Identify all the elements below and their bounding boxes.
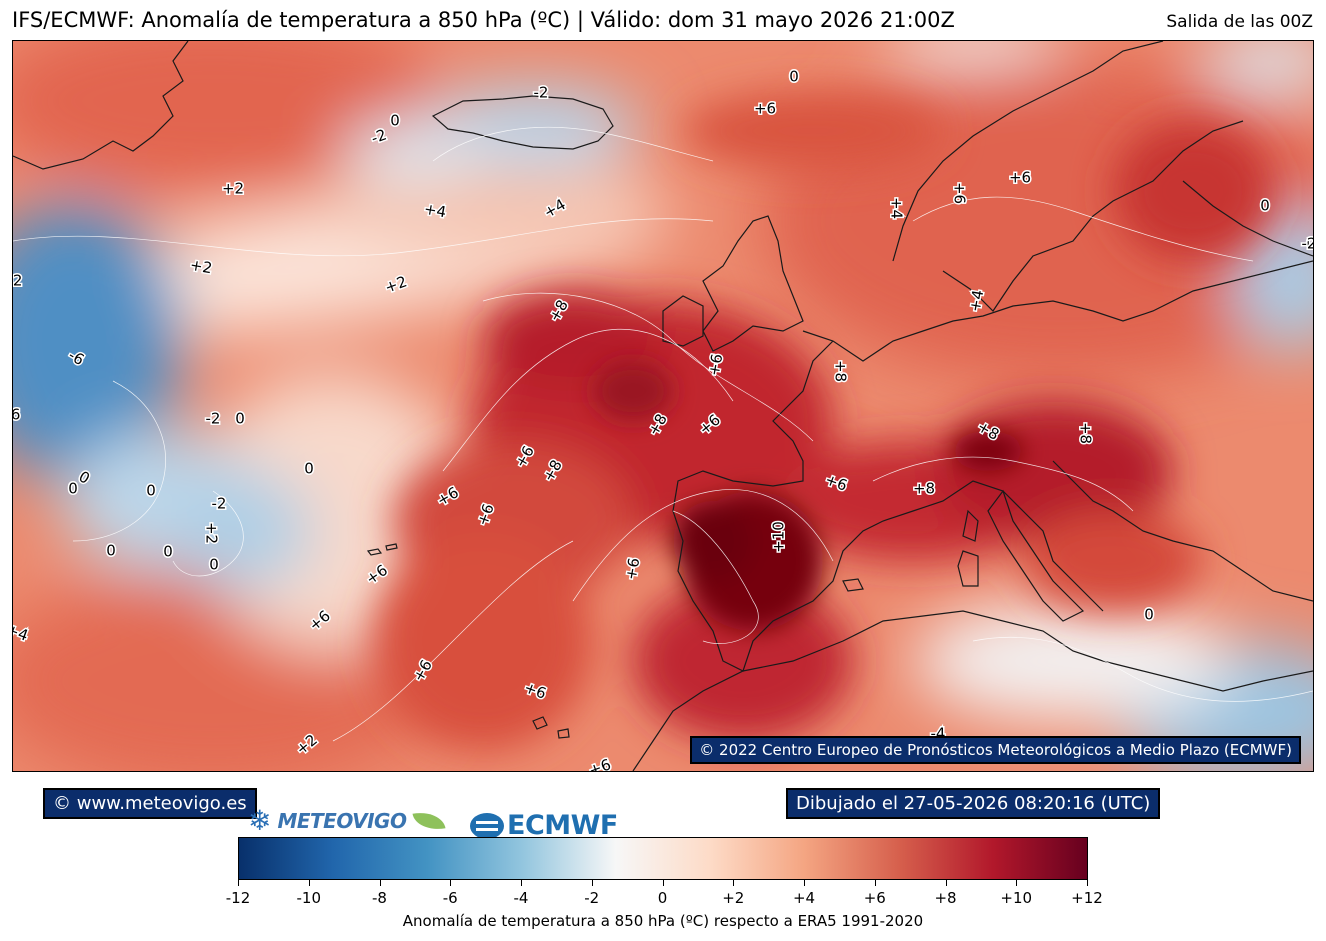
colorbar-tick-label: +10 xyxy=(1000,889,1033,907)
colorbar-tick-label: 0 xyxy=(657,889,668,907)
colorbar-tick xyxy=(874,880,876,886)
snowflake-icon: ❄ xyxy=(248,804,272,837)
colorbar-tick xyxy=(1016,880,1018,886)
contour-label: +2 xyxy=(222,180,244,198)
colorbar-tick-label: -4 xyxy=(513,889,529,907)
contour-label: 0 xyxy=(1306,235,1313,253)
colorbar-tick-label: -2 xyxy=(584,889,600,907)
colorbar-tick-label: +4 xyxy=(792,889,816,907)
site-link[interactable]: © www.meteovigo.es xyxy=(43,788,257,819)
contour-label: -2 xyxy=(212,495,227,513)
colorbar-tick xyxy=(1087,880,1088,886)
contour-label: 0 xyxy=(163,543,173,561)
colorbar-tick xyxy=(521,880,522,886)
contour-label: +6 xyxy=(754,100,776,118)
contour-label: -2 xyxy=(206,410,221,428)
colorbar-tick xyxy=(591,880,593,886)
meteovigo-logo: ❄ METEOVIGO xyxy=(248,804,446,837)
contour-label: -2 xyxy=(534,84,549,102)
contour-label: +8 xyxy=(913,480,935,498)
contour-label: 0 xyxy=(1260,197,1270,215)
contour-label: +6 xyxy=(1009,169,1031,187)
colorbar-tick-label: +12 xyxy=(1071,889,1103,907)
contour-label: 0 xyxy=(390,112,400,130)
contour-label: +8 xyxy=(832,360,850,382)
colorbar-tick-label: -6 xyxy=(442,889,458,907)
colorbar-tick xyxy=(238,880,239,886)
contour-label: 0 xyxy=(209,556,219,574)
contour-label: 0 xyxy=(1144,606,1154,624)
coastlines xyxy=(13,41,1313,771)
isotherm-contours xyxy=(13,126,1313,742)
drawn-timestamp: Dibujado el 27-05-2026 08:20:16 (UTC) xyxy=(786,788,1161,819)
ecmwf-mark-icon xyxy=(470,812,504,839)
colorbar xyxy=(238,837,1088,880)
colorbar-tick-label: -12 xyxy=(225,889,251,907)
contour-label: 0 xyxy=(68,480,78,498)
contour-label: 0 xyxy=(235,410,245,428)
colorbar-label: Anomalía de temperatura a 850 hPa (ºC) r… xyxy=(402,912,924,930)
meteovigo-wordmark: METEOVIGO xyxy=(277,809,407,833)
anomaly-map: +2+4+4+2+2-2-200+60+6+4+60-2-6-6-2000000… xyxy=(12,40,1314,772)
run-label: Salida de las 00Z xyxy=(1166,12,1313,32)
colorbar-tick-label: -10 xyxy=(296,889,322,907)
ecmwf-wordmark: ECMWF xyxy=(507,810,618,841)
map-title: IFS/ECMWF: Anomalía de temperatura a 850… xyxy=(12,8,955,32)
contour-label: 0 xyxy=(146,482,156,500)
colorbar-tick xyxy=(379,880,381,886)
colorbar-tick xyxy=(662,880,664,886)
contour-label: +2 xyxy=(203,522,221,544)
leaf-icon xyxy=(412,808,446,834)
contour-label: +6 xyxy=(951,182,969,204)
anomaly-field xyxy=(13,41,1313,771)
contour-label: -6 xyxy=(13,406,20,424)
contour-label: +4 xyxy=(888,197,906,219)
colorbar-tick-label: -8 xyxy=(372,889,387,907)
colorbar-tick xyxy=(733,880,735,886)
colorbar-tick xyxy=(945,880,947,886)
contour-label: 0 xyxy=(789,68,799,86)
colorbar-tick-label: +2 xyxy=(722,889,745,907)
contour-label: 0 xyxy=(304,460,314,478)
contour-label: -2 xyxy=(1302,235,1313,253)
colorbar-ticks: -12 -10 -8 -6 -4 -2 0 +2 +4 +6 +8 +10 +12 xyxy=(226,880,1103,910)
colorbar-tick xyxy=(450,880,452,886)
contour-label: +2 xyxy=(189,256,214,278)
colorbar-tick xyxy=(804,880,805,886)
colorbar-tick xyxy=(308,880,310,886)
ecmwf-logo: ECMWF xyxy=(470,810,618,841)
colorbar-tick-label: +8 xyxy=(934,889,957,907)
contour-label: +10 xyxy=(770,521,788,553)
contour-label: -2 xyxy=(13,272,22,290)
contour-label: +8 xyxy=(1077,422,1095,444)
colorbar-tick-label: +6 xyxy=(863,889,886,907)
contour-label: 0 xyxy=(106,542,116,560)
copyright-notice: © 2022 Centro Europeo de Pronósticos Met… xyxy=(690,736,1301,764)
